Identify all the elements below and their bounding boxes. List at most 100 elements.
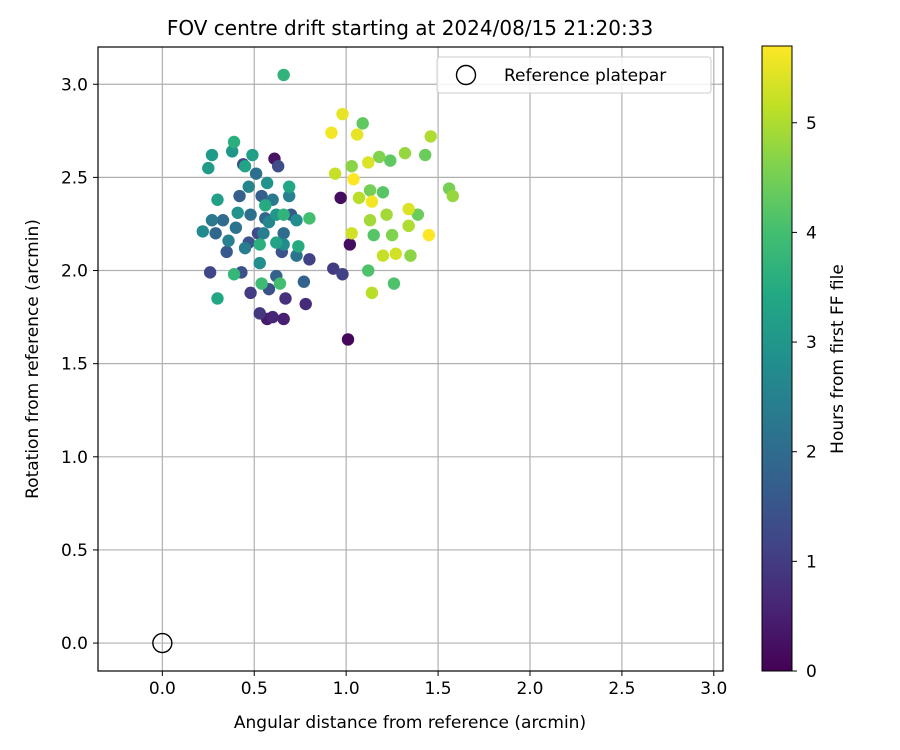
scatter-point bbox=[277, 227, 290, 240]
scatter-point bbox=[196, 225, 209, 238]
colorbar-tick-label: 2 bbox=[806, 443, 817, 463]
scatter-point bbox=[273, 277, 287, 290]
scatter-point bbox=[216, 214, 230, 227]
legend: Reference platepar bbox=[436, 56, 712, 94]
scatter-point bbox=[222, 234, 235, 247]
scatter-point bbox=[238, 241, 252, 255]
scatter-point bbox=[257, 227, 270, 240]
scatter-point bbox=[424, 130, 437, 143]
scatter-point bbox=[244, 208, 257, 221]
legend-reference-marker bbox=[455, 64, 477, 86]
scatter-point bbox=[271, 160, 285, 173]
y-tick-label: 2.0 bbox=[61, 262, 88, 282]
scatter-point bbox=[244, 286, 257, 300]
colorbar-tick-label: 1 bbox=[806, 552, 817, 572]
scatter-point bbox=[362, 156, 375, 169]
colorbar-ticks: 0 1 2 3 4 5 bbox=[792, 114, 817, 682]
scatter-point bbox=[398, 146, 412, 160]
reference-platepar-marker bbox=[152, 632, 173, 654]
scatter-point bbox=[367, 228, 380, 242]
scatter-point bbox=[336, 107, 349, 121]
x-tick-label: 1.5 bbox=[425, 679, 452, 699]
scatter-point bbox=[282, 180, 296, 193]
scatter-point bbox=[277, 312, 290, 326]
scatter-point bbox=[343, 238, 357, 251]
x-axis-title: Angular distance from reference (arcmin) bbox=[234, 713, 586, 733]
colorbar bbox=[761, 45, 793, 672]
scatter-point bbox=[233, 189, 246, 203]
x-tick-label: 0.5 bbox=[241, 679, 268, 699]
scatter-point bbox=[242, 180, 255, 193]
scatter-point bbox=[203, 266, 217, 279]
scatter-point bbox=[266, 310, 279, 324]
y-tick-label: 0.0 bbox=[61, 634, 88, 654]
scatter-point bbox=[229, 221, 243, 234]
scatter-point bbox=[227, 135, 241, 149]
scatter-point bbox=[249, 167, 263, 180]
scatter-point bbox=[402, 202, 415, 216]
scatter-point bbox=[303, 212, 316, 225]
scatter-point bbox=[279, 292, 292, 305]
scatter-point bbox=[227, 268, 241, 281]
scatter-point bbox=[290, 214, 303, 227]
scatter-point bbox=[345, 160, 358, 173]
scatter-point bbox=[362, 264, 375, 277]
y-tick-label: 2.5 bbox=[61, 168, 88, 188]
scatter-point bbox=[365, 195, 379, 208]
scatter-point bbox=[352, 191, 366, 205]
chart-title: FOV centre drift starting at 2024/08/15 … bbox=[167, 16, 653, 40]
scatter-point bbox=[345, 227, 358, 240]
scatter-point bbox=[411, 208, 425, 221]
y-tick-label: 1.5 bbox=[61, 355, 88, 375]
scatter-point bbox=[327, 262, 340, 275]
colorbar-tick-label: 0 bbox=[806, 662, 817, 682]
y-axis-title: Rotation from reference (arcmin) bbox=[23, 219, 43, 499]
scatter-point bbox=[376, 186, 390, 199]
x-tick-label: 1.0 bbox=[333, 679, 360, 699]
scatter-point bbox=[209, 227, 222, 240]
scatter-point bbox=[325, 126, 338, 139]
scatter-point bbox=[277, 68, 290, 82]
scatter-point bbox=[270, 236, 283, 249]
x-tick-label: 2.5 bbox=[608, 679, 635, 699]
scatter-point bbox=[259, 199, 272, 212]
scatter-point bbox=[231, 206, 244, 219]
scatter-point bbox=[277, 208, 290, 221]
scatter-point bbox=[225, 145, 239, 158]
scatter-point bbox=[402, 219, 415, 233]
y-tick-label: 3.0 bbox=[61, 75, 88, 95]
scatter-point bbox=[389, 247, 402, 260]
scatter-point bbox=[220, 245, 233, 259]
x-grid-lines bbox=[161, 47, 715, 671]
scatter-point bbox=[205, 214, 219, 227]
x-tick-label: 0.0 bbox=[149, 679, 176, 699]
scatter-point bbox=[422, 228, 436, 242]
x-tick-label: 2.0 bbox=[516, 679, 543, 699]
scatter-point bbox=[297, 275, 311, 288]
x-tick-label: 3.0 bbox=[700, 679, 727, 699]
scatter-point bbox=[376, 249, 390, 262]
scatter-point bbox=[211, 292, 224, 305]
scatter-point bbox=[356, 117, 369, 130]
scatter-point bbox=[238, 160, 252, 173]
scatter-point bbox=[419, 148, 432, 162]
x-ticks: 0.0 0.5 1.0 1.5 2.0 2.5 3.0 bbox=[149, 671, 727, 699]
scatter-point bbox=[211, 193, 224, 206]
scatter-point bbox=[341, 333, 355, 346]
scatter-point bbox=[404, 249, 417, 262]
scatter-point bbox=[363, 184, 377, 197]
scatter-point bbox=[253, 256, 266, 270]
colorbar-tick-label: 4 bbox=[806, 223, 817, 243]
colorbar-tick-label: 5 bbox=[806, 114, 817, 134]
scatter-point bbox=[387, 277, 401, 290]
y-ticks: 0.0 0.5 1.0 1.5 2.0 2.5 3.0 bbox=[61, 75, 98, 654]
scatter-point bbox=[246, 148, 259, 162]
y-grid-lines bbox=[98, 83, 723, 644]
colorbar-title: Hours from first FF file bbox=[828, 264, 848, 454]
plot-frame bbox=[97, 46, 724, 672]
reference-marker-group bbox=[152, 632, 173, 654]
scatter-point bbox=[347, 173, 360, 186]
colorbar-tick-label: 3 bbox=[806, 333, 817, 353]
scatter-point bbox=[328, 167, 342, 180]
